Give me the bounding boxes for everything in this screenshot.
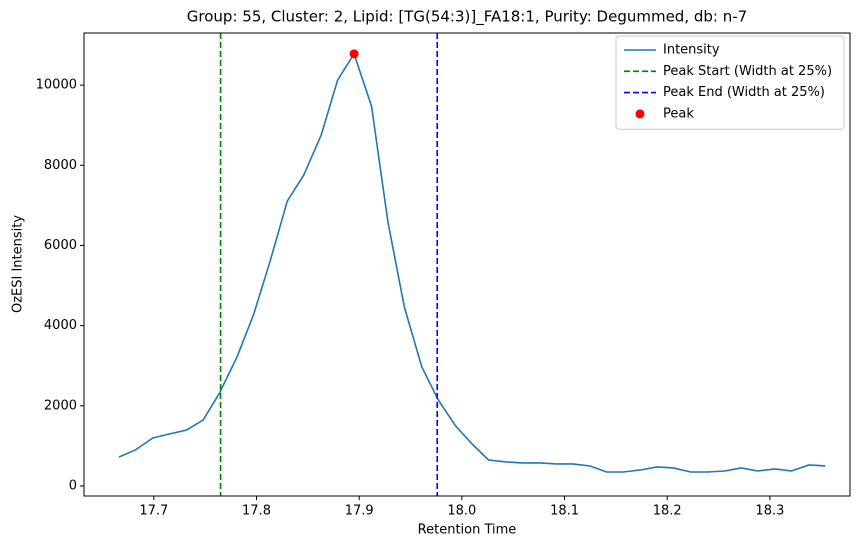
x-tick-label: 18.3: [755, 504, 784, 519]
y-tick-label: 10000: [36, 78, 77, 93]
axes-frame: [83, 32, 851, 497]
peak-point: [349, 49, 359, 59]
legend-marker: [635, 109, 645, 119]
legend-label: Intensity: [663, 43, 720, 58]
y-tick-label: 0: [69, 478, 77, 493]
x-tick-label: 18.1: [550, 504, 579, 519]
y-tick-label: 2000: [44, 398, 77, 413]
y-tick-label: 4000: [44, 318, 77, 333]
legend-label: Peak Start (Width at 25%): [663, 64, 832, 79]
y-axis-label: OzESI Intensity: [11, 215, 26, 313]
legend-label: Peak: [663, 106, 694, 121]
chart-title: Group: 55, Cluster: 2, Lipid: [TG(54:3)]…: [187, 8, 747, 27]
y-tick-label: 6000: [44, 238, 77, 253]
x-tick-label: 17.9: [345, 504, 374, 519]
legend-label: Peak End (Width at 25%): [663, 85, 825, 100]
x-axis-label: Retention Time: [418, 523, 517, 538]
x-tick-label: 17.7: [139, 504, 168, 519]
x-tick-label: 17.8: [242, 504, 271, 519]
x-tick-label: 18.2: [653, 504, 682, 519]
data-line: [118, 51, 826, 473]
y-tick-label: 8000: [44, 158, 77, 173]
legend-box: [615, 35, 845, 130]
x-tick-label: 18.0: [447, 504, 476, 519]
